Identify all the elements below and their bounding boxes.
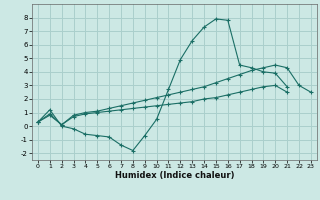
X-axis label: Humidex (Indice chaleur): Humidex (Indice chaleur)	[115, 171, 234, 180]
